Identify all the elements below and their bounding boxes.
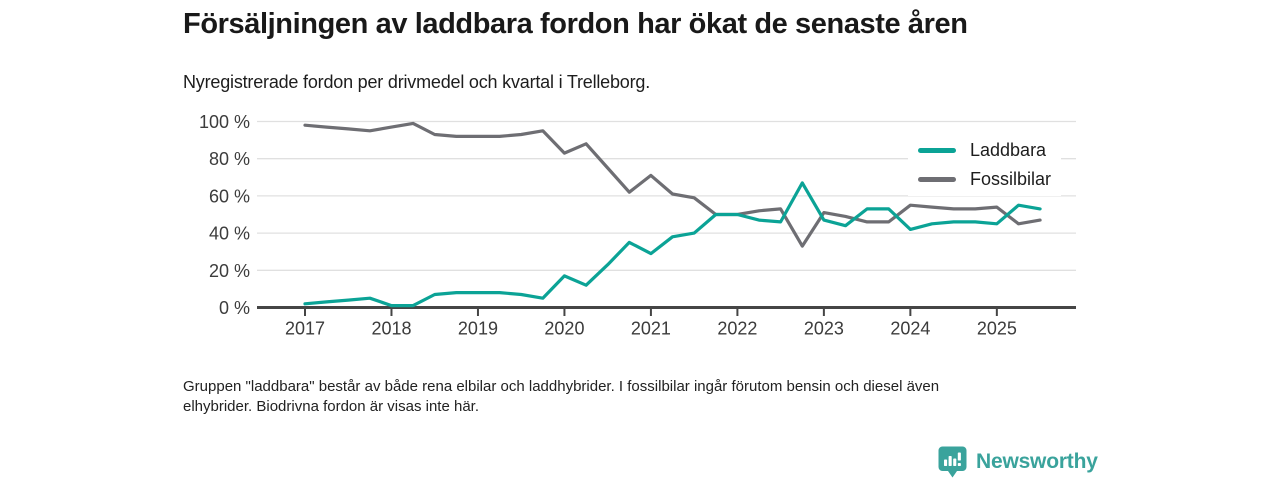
legend-label-fossilbilar: Fossilbilar	[970, 169, 1052, 189]
legend: Laddbara Fossilbilar	[908, 136, 1062, 196]
y-tick-label: 100 %	[199, 112, 250, 132]
x-tick-label: 2019	[458, 319, 498, 339]
x-tick-label: 2018	[371, 319, 411, 339]
x-tick-label: 2020	[544, 319, 584, 339]
y-tick-label: 80 %	[209, 149, 250, 169]
newsworthy-logo: Newsworthy	[938, 446, 1098, 478]
x-tick-label: 2024	[890, 319, 930, 339]
x-tick-label: 2025	[977, 319, 1017, 339]
chart-subtitle: Nyregistrerade fordon per drivmedel och …	[183, 72, 651, 92]
legend-item-laddbara: Laddbara	[918, 140, 1051, 161]
legend-swatch-laddbara	[918, 148, 956, 153]
x-tick-label: 2023	[804, 319, 844, 339]
chart-title: Försäljningen av laddbara fordon har öka…	[183, 8, 968, 40]
footnote-line-1: Gruppen "laddbara" består av både rena e…	[183, 378, 940, 395]
footnote-line-2: elhybrider. Biodrivna fordon är visas in…	[183, 398, 479, 415]
x-tick-label: 2022	[717, 319, 757, 339]
x-tick-label: 2017	[285, 319, 325, 339]
y-tick-label: 20 %	[209, 261, 250, 281]
series-line-laddbara	[303, 181, 1042, 308]
legend-swatch-fossilbilar	[918, 177, 956, 182]
y-tick-label: 60 %	[209, 186, 250, 206]
legend-label-laddbara: Laddbara	[970, 140, 1047, 160]
x-tick-label: 2021	[631, 319, 671, 339]
legend-item-fossilbilar: Fossilbilar	[918, 169, 1051, 190]
newsworthy-bubble-chart-icon	[938, 446, 967, 478]
footnote: Gruppen "laddbara" består av både rena e…	[183, 377, 939, 417]
y-tick-label: 40 %	[209, 224, 250, 244]
series-line-fossilbilar	[303, 121, 1042, 248]
y-tick-label: 0 %	[219, 298, 250, 318]
logo-brand-text: Newsworthy	[976, 450, 1098, 473]
